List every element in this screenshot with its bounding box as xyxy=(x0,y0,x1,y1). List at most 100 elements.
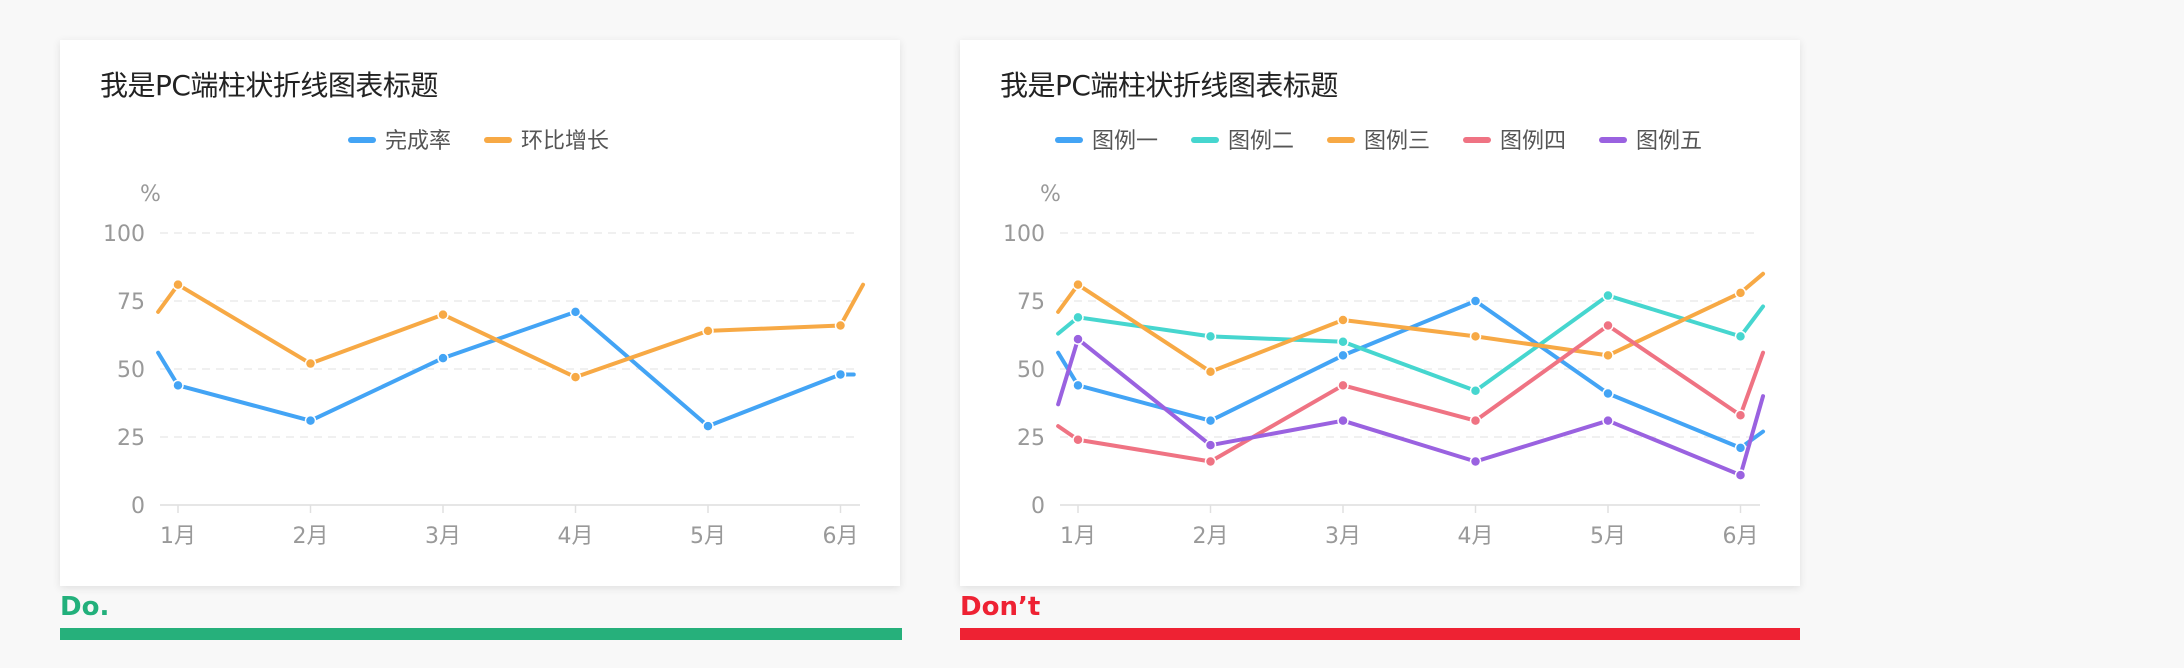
x-tick-label: 6月 xyxy=(823,524,859,549)
legend-item[interactable]: 完成率 xyxy=(348,129,451,154)
data-point[interactable] xyxy=(1072,379,1084,392)
legend-label: 图例四 xyxy=(1500,129,1566,154)
data-point[interactable] xyxy=(1337,336,1349,348)
legend-item[interactable]: 图例二 xyxy=(1191,129,1294,154)
legend-label: 图例一 xyxy=(1092,129,1158,154)
data-point[interactable] xyxy=(1734,442,1747,454)
data-point[interactable] xyxy=(1337,349,1349,362)
series-图例三 xyxy=(1056,271,1766,378)
legend[interactable]: 完成率 环比增长 xyxy=(348,129,609,154)
legend-label: 图例三 xyxy=(1364,129,1430,154)
data-point[interactable] xyxy=(1602,414,1614,427)
data-point[interactable] xyxy=(702,325,714,337)
legend-item[interactable]: 环比增长 xyxy=(484,129,609,154)
y-tick-label: 75 xyxy=(1017,290,1045,315)
y-tick-label: 100 xyxy=(1003,222,1045,247)
data-point[interactable] xyxy=(1734,469,1747,481)
data-point[interactable] xyxy=(834,368,847,381)
data-point[interactable] xyxy=(1602,387,1614,400)
y-tick-label: 75 xyxy=(117,290,145,315)
x-tick-label: 2月 xyxy=(1193,524,1229,549)
series-line xyxy=(156,309,856,429)
legend-item[interactable]: 图例五 xyxy=(1599,129,1702,154)
series-图例一 xyxy=(1056,295,1766,454)
chart-title: 我是PC端柱状折线图表标题 xyxy=(100,69,438,102)
x-tick-label: 4月 xyxy=(1458,524,1494,549)
chart-card-dont: 我是PC端柱状折线图表标题 图例一 图例二 图例三 图例四 图例五% 0 25 50 75 100… xyxy=(960,40,1800,586)
y-tick-label: 100 xyxy=(103,222,145,247)
data-point[interactable] xyxy=(304,414,317,427)
data-point[interactable] xyxy=(1734,330,1747,343)
y-axis-label: % xyxy=(140,182,161,207)
series-环比增长 xyxy=(156,278,866,383)
data-point[interactable] xyxy=(834,319,847,332)
data-point[interactable] xyxy=(1469,455,1482,468)
series-line xyxy=(1056,271,1766,374)
data-point[interactable] xyxy=(569,306,582,318)
data-point[interactable] xyxy=(1602,349,1614,362)
y-tick-label: 25 xyxy=(117,426,145,451)
series-line xyxy=(1056,337,1766,478)
legend-label: 完成率 xyxy=(385,129,451,154)
line-chart-do: 完成率 环比增长% 0 25 50 75 100 1月 2月 3月 4月 5月 6月 xyxy=(103,129,866,549)
x-tick-label: 4月 xyxy=(558,524,594,549)
data-point[interactable] xyxy=(1469,295,1482,307)
data-point[interactable] xyxy=(1204,414,1217,427)
data-point[interactable] xyxy=(1469,385,1482,397)
y-tick-label: 50 xyxy=(117,358,145,383)
data-point[interactable] xyxy=(1337,314,1349,326)
series-图例四 xyxy=(1056,319,1766,468)
data-point[interactable] xyxy=(437,308,449,321)
data-point[interactable] xyxy=(1734,287,1747,299)
x-tick-label: 3月 xyxy=(1325,524,1361,549)
data-point[interactable] xyxy=(1072,278,1084,291)
series-图例二 xyxy=(1056,289,1766,397)
legend-item[interactable]: 图例一 xyxy=(1055,129,1158,154)
y-tick-label: 0 xyxy=(1031,494,1045,519)
data-point[interactable] xyxy=(569,371,582,383)
data-point[interactable] xyxy=(702,420,714,432)
data-point[interactable] xyxy=(1072,333,1084,345)
data-point[interactable] xyxy=(1072,433,1084,446)
y-tick-label: 0 xyxy=(131,494,145,519)
dont-label: Don’t xyxy=(960,592,1041,622)
data-point[interactable] xyxy=(172,278,184,291)
y-axis-label: % xyxy=(1040,182,1061,207)
data-point[interactable] xyxy=(1734,409,1747,421)
data-point[interactable] xyxy=(1204,365,1217,378)
data-point[interactable] xyxy=(1072,311,1084,324)
legend-label: 环比增长 xyxy=(521,129,609,154)
x-tick-label: 5月 xyxy=(1590,524,1626,549)
legend[interactable]: 图例一 图例二 图例三 图例四 图例五 xyxy=(1055,129,1702,154)
x-tick-label: 2月 xyxy=(293,524,329,549)
data-point[interactable] xyxy=(1204,330,1217,343)
data-point[interactable] xyxy=(1204,455,1217,468)
legend-label: 图例五 xyxy=(1636,129,1702,154)
data-point[interactable] xyxy=(1602,319,1614,332)
x-tick-label: 1月 xyxy=(1060,524,1096,549)
series-line xyxy=(1056,299,1766,450)
data-point[interactable] xyxy=(304,357,317,370)
chart-card-do: 我是PC端柱状折线图表标题 完成率 环比增长% 0 25 50 75 100 1月 2月 3月 4月… xyxy=(60,40,900,586)
series-line xyxy=(1056,293,1766,393)
data-point[interactable] xyxy=(1337,379,1349,392)
dont-indicator-bar xyxy=(960,628,1800,640)
y-tick-label: 50 xyxy=(1017,358,1045,383)
data-point[interactable] xyxy=(1337,414,1349,427)
x-tick-label: 3月 xyxy=(425,524,461,549)
x-tick-label: 1月 xyxy=(160,524,196,549)
data-point[interactable] xyxy=(1204,439,1217,451)
data-point[interactable] xyxy=(437,352,449,364)
legend-label: 图例二 xyxy=(1228,129,1294,154)
data-point[interactable] xyxy=(1469,414,1482,427)
data-point[interactable] xyxy=(1602,289,1614,302)
data-point[interactable] xyxy=(1469,330,1482,343)
data-point[interactable] xyxy=(172,379,184,392)
legend-item[interactable]: 图例四 xyxy=(1463,129,1566,154)
x-tick-label: 6月 xyxy=(1723,524,1759,549)
series-完成率 xyxy=(156,306,856,432)
do-label: Do. xyxy=(60,592,110,622)
chart-title: 我是PC端柱状折线图表标题 xyxy=(1000,69,1338,102)
line-chart-dont: 图例一 图例二 图例三 图例四 图例五% 0 25 50 75 100 1月 2月 3月 4月 5月 6月 xyxy=(1003,129,1766,549)
legend-item[interactable]: 图例三 xyxy=(1327,129,1430,154)
